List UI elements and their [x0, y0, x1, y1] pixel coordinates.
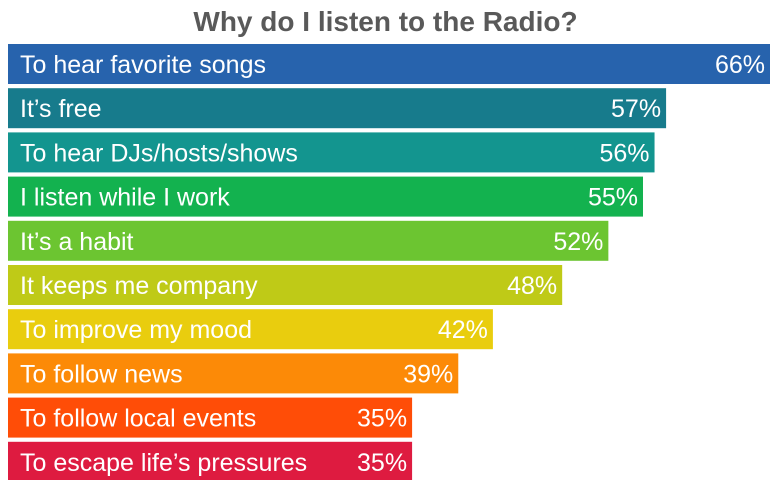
category-label: I listen while I work [20, 184, 230, 212]
category-label: It keeps me company [20, 272, 258, 300]
bar-group: To follow local events 35% [8, 397, 413, 438]
bar [8, 132, 655, 173]
bar [8, 176, 643, 217]
category-label: To hear favorite songs [20, 51, 266, 79]
value-label: 56% [599, 139, 649, 167]
bar-group: To escape life’s pressures 35% [8, 441, 413, 480]
category-label: To improve my mood [20, 316, 252, 344]
category-label: To follow news [20, 360, 183, 388]
value-label: 35% [357, 449, 407, 477]
chart-title: Why do I listen to the Radio? [193, 6, 578, 37]
bar [8, 397, 413, 438]
category-label: To hear DJs/hosts/shows [20, 139, 298, 167]
value-label: 39% [403, 360, 453, 388]
bar-group: It keeps me company 48% [8, 265, 563, 305]
value-label: 57% [611, 95, 661, 123]
bar-group: It’s a habit 52% [8, 220, 609, 261]
value-label: 42% [438, 316, 488, 344]
value-label: 35% [357, 405, 407, 433]
category-label: It’s a habit [20, 228, 134, 256]
category-label: To escape life’s pressures [20, 449, 307, 477]
bar-group: To hear favorite songs 66% [8, 44, 770, 84]
value-label: 66% [715, 51, 765, 79]
bar-group: I listen while I work 55% [8, 176, 643, 217]
bar [8, 353, 459, 394]
bar-group: To improve my mood 42% [8, 309, 493, 350]
category-label: To follow local events [20, 405, 256, 433]
value-label: 55% [588, 184, 638, 212]
value-label: 52% [553, 228, 603, 256]
bar-group: To hear DJs/hosts/shows 56% [8, 132, 655, 173]
bar [8, 88, 667, 129]
bar-group: To follow news 39% [8, 353, 459, 394]
category-label: It’s free [20, 95, 102, 123]
bar [8, 265, 563, 305]
value-label: 48% [507, 272, 557, 300]
bar [8, 44, 770, 84]
bar [8, 220, 609, 261]
bar [8, 309, 493, 350]
bar [8, 441, 413, 480]
bar-group: It’s free 57% [8, 88, 667, 129]
